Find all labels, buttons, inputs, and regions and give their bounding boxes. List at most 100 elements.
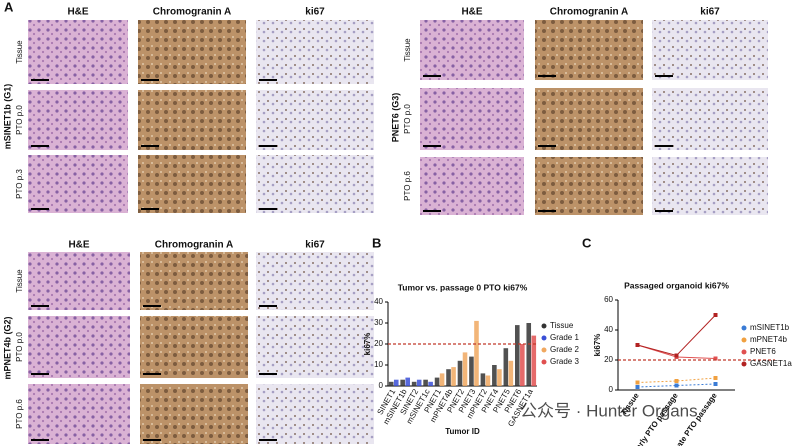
bar — [451, 367, 456, 386]
bar — [514, 325, 520, 386]
panel-label: A — [4, 0, 14, 14]
micrograph — [140, 384, 248, 444]
bar — [393, 379, 399, 386]
y-tick-label: 20 — [374, 339, 383, 348]
row-label: Tissue — [15, 269, 24, 293]
scale-bar — [259, 145, 277, 147]
legend-marker — [741, 337, 747, 343]
chart-title: Tumor vs. passage 0 PTO ki67% — [398, 282, 528, 292]
scale-bar — [259, 305, 277, 307]
column-header: H&E — [67, 7, 88, 18]
scale-bar — [143, 305, 161, 307]
micrograph — [652, 157, 768, 215]
series-line — [637, 314, 716, 357]
micrograph — [535, 20, 643, 80]
micrograph — [652, 88, 768, 150]
scale-bar — [655, 210, 673, 212]
bar — [503, 348, 509, 386]
legend-label: Grade 2 — [550, 345, 579, 354]
scale-bar — [538, 75, 556, 77]
micrograph — [256, 155, 374, 213]
group-label: mSINET1b (G1) — [2, 84, 12, 150]
row-label: PTO p.6 — [15, 399, 24, 429]
scale-bar — [31, 208, 49, 210]
micrograph — [28, 155, 128, 213]
scale-bar — [423, 75, 441, 77]
scale-bar — [538, 210, 556, 212]
bar — [428, 381, 433, 386]
bar — [480, 373, 486, 386]
micrograph — [28, 316, 130, 378]
bar — [434, 377, 440, 386]
bar — [531, 335, 537, 386]
scale-bar — [31, 79, 49, 81]
scale-bar — [31, 373, 49, 375]
legend-marker — [541, 335, 547, 341]
scale-bar — [655, 145, 673, 147]
point — [674, 379, 679, 383]
watermark: 公众号 · Hunter Organs — [520, 401, 698, 420]
y-axis-title: ki67% — [593, 334, 602, 357]
micrograph — [28, 20, 128, 84]
y-tick-label: 0 — [609, 385, 614, 394]
scale-bar — [141, 208, 159, 210]
column-header: ki67 — [305, 240, 325, 251]
chart-title: Passaged organoid ki67% — [624, 280, 729, 290]
series-line — [637, 383, 716, 388]
bar — [405, 377, 411, 386]
micrograph — [28, 384, 130, 444]
legend-label: Tissue — [550, 321, 574, 330]
scale-bar — [143, 373, 161, 375]
scale-bar — [423, 210, 441, 212]
scale-bar — [538, 145, 556, 147]
bar — [526, 323, 532, 386]
bar — [411, 381, 417, 386]
column-header: H&E — [68, 240, 89, 251]
row-label: PTO p.6 — [403, 171, 412, 201]
row-label: Tissue — [15, 40, 24, 64]
scale-bar — [31, 145, 49, 147]
group-label: mPNET4b (G2) — [2, 316, 12, 379]
legend-label: mPNET4b — [750, 335, 787, 344]
bar — [400, 379, 405, 386]
row-label: PTO p.0 — [403, 104, 412, 134]
legend-label: GASNET1a — [750, 359, 792, 368]
bar — [388, 381, 394, 386]
bar — [474, 320, 479, 386]
legend-label: mSINET1b — [750, 323, 790, 332]
scale-bar — [423, 145, 441, 147]
point — [635, 343, 640, 347]
scale-bar — [259, 373, 277, 375]
bar — [469, 356, 474, 386]
scale-bar — [259, 439, 277, 441]
bar — [423, 379, 428, 386]
point — [713, 356, 718, 361]
point — [635, 385, 640, 389]
x-axis-title: Tumor ID — [445, 427, 480, 436]
micrograph — [256, 316, 374, 378]
bar — [508, 360, 514, 386]
y-tick-label: 0 — [379, 381, 384, 390]
micrograph — [420, 88, 524, 150]
micrograph — [535, 88, 643, 150]
column-header: H&E — [461, 7, 482, 18]
bar — [446, 369, 451, 386]
micrograph — [256, 384, 374, 444]
y-tick-label: 40 — [374, 297, 383, 306]
bar — [462, 352, 468, 386]
scale-bar — [143, 439, 161, 441]
point — [713, 313, 718, 317]
column-header: ki67 — [305, 7, 325, 18]
bar — [492, 365, 497, 386]
legend-marker — [541, 359, 547, 365]
micrograph — [256, 90, 374, 150]
bar — [416, 379, 422, 386]
column-header: Chromogranin A — [153, 7, 232, 18]
column-header: ki67 — [700, 7, 720, 18]
scale-bar — [141, 79, 159, 81]
legend-marker — [741, 361, 747, 367]
point — [635, 380, 640, 385]
point — [713, 382, 718, 386]
micrograph — [256, 252, 374, 310]
bar — [520, 344, 525, 386]
